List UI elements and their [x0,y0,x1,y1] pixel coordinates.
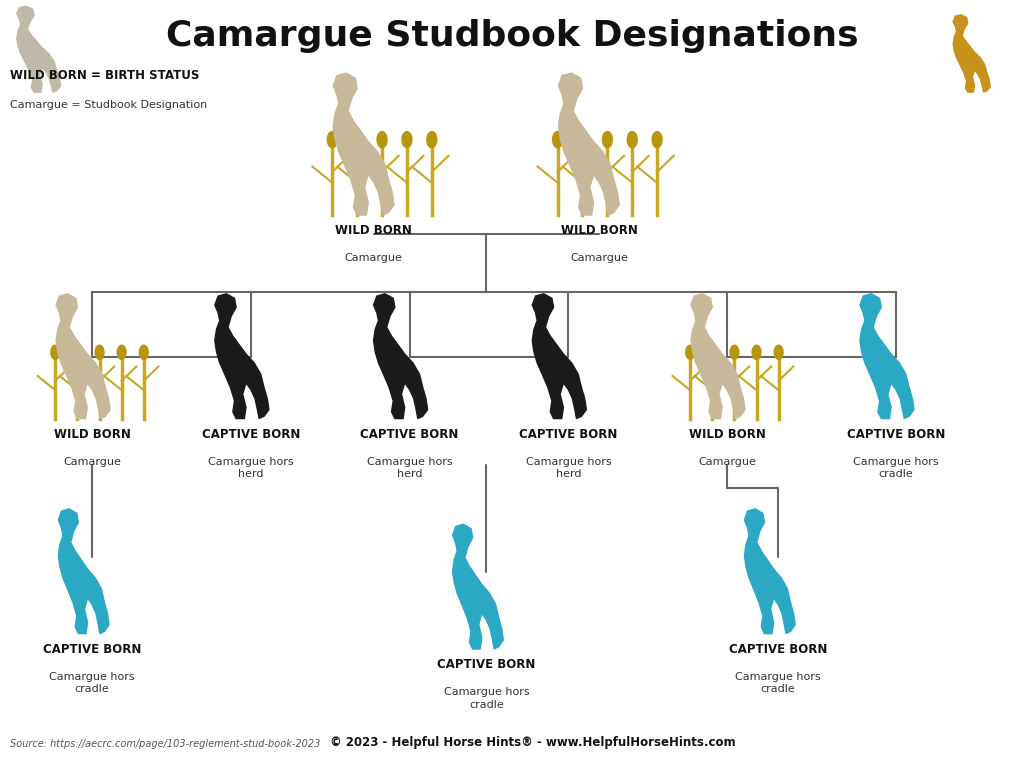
Text: Camargue hors
cradle: Camargue hors cradle [735,672,821,694]
Text: Camargue hors
cradle: Camargue hors cradle [443,687,529,710]
Ellipse shape [774,345,783,359]
Ellipse shape [402,131,412,147]
Text: Camargue: Camargue [63,457,121,467]
Polygon shape [860,294,914,419]
Text: Camargue hors
herd: Camargue hors herd [367,457,453,479]
Text: CAPTIVE BORN: CAPTIVE BORN [847,428,945,441]
Ellipse shape [427,131,437,147]
Ellipse shape [73,345,82,359]
Ellipse shape [730,345,739,359]
Polygon shape [953,15,990,92]
Ellipse shape [328,131,337,147]
Ellipse shape [51,345,59,359]
Text: Camargue: Camargue [570,253,628,263]
Ellipse shape [117,345,126,359]
Text: WILD BORN: WILD BORN [53,428,131,441]
Polygon shape [453,525,504,649]
Text: Camargue hors
cradle: Camargue hors cradle [49,672,135,694]
Polygon shape [744,509,796,634]
Text: WILD BORN: WILD BORN [688,428,766,441]
Ellipse shape [95,345,104,359]
Ellipse shape [377,131,387,147]
Text: Camargue hors
cradle: Camargue hors cradle [853,457,939,479]
Text: © 2023 - Helpful Horse Hints® - www.HelpfulHorseHints.com: © 2023 - Helpful Horse Hints® - www.Help… [330,736,735,749]
Polygon shape [532,294,587,419]
Text: Camargue: Camargue [345,253,402,263]
Text: Source: https://aecrc.com/page/103-reglement-stud-book-2023: Source: https://aecrc.com/page/103-regle… [10,739,321,749]
Polygon shape [56,294,111,419]
Ellipse shape [602,131,612,147]
Polygon shape [374,294,428,419]
Ellipse shape [628,131,637,147]
Ellipse shape [139,345,148,359]
Text: CAPTIVE BORN: CAPTIVE BORN [437,658,536,671]
Text: CAPTIVE BORN: CAPTIVE BORN [729,643,827,656]
Polygon shape [58,509,109,634]
Text: CAPTIVE BORN: CAPTIVE BORN [202,428,300,441]
Text: Camargue = Studbook Designation: Camargue = Studbook Designation [10,100,208,110]
Polygon shape [16,6,60,92]
Text: WILD BORN: WILD BORN [560,224,638,237]
Ellipse shape [553,131,562,147]
Text: WILD BORN: WILD BORN [335,224,413,237]
Polygon shape [691,294,745,419]
Ellipse shape [752,345,761,359]
Text: Camargue hors
herd: Camargue hors herd [208,457,294,479]
Text: Camargue: Camargue [698,457,756,467]
Polygon shape [333,73,394,215]
Ellipse shape [708,345,717,359]
Text: CAPTIVE BORN: CAPTIVE BORN [519,428,617,441]
Text: Camargue Studbook Designations: Camargue Studbook Designations [166,19,858,53]
Text: WILD BORN = BIRTH STATUS: WILD BORN = BIRTH STATUS [10,69,200,82]
Text: Camargue hors
herd: Camargue hors herd [525,457,611,479]
Ellipse shape [686,345,694,359]
Polygon shape [215,294,269,419]
Ellipse shape [352,131,362,147]
Ellipse shape [578,131,588,147]
Text: CAPTIVE BORN: CAPTIVE BORN [360,428,459,441]
Text: CAPTIVE BORN: CAPTIVE BORN [43,643,141,656]
Polygon shape [558,73,620,215]
Ellipse shape [652,131,663,147]
